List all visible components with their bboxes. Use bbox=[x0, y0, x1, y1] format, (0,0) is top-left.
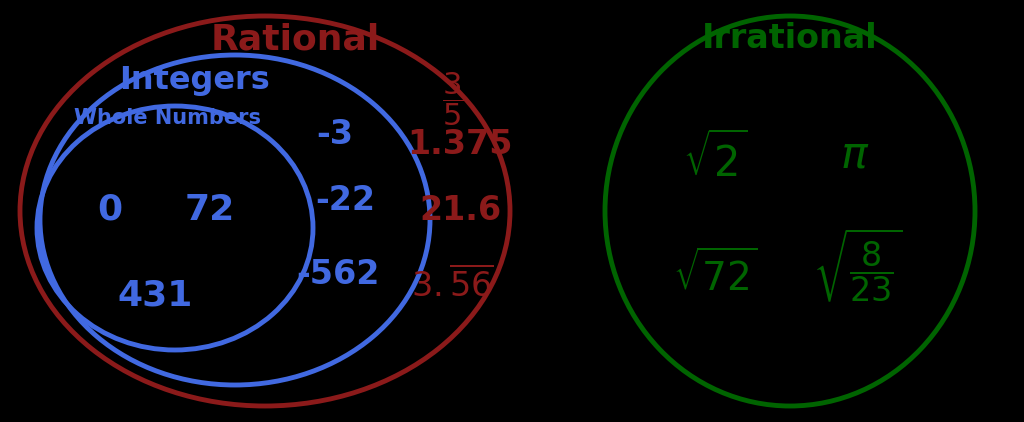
Text: Irrational: Irrational bbox=[702, 22, 878, 55]
Text: Rational: Rational bbox=[210, 22, 380, 56]
Text: $\pi$: $\pi$ bbox=[841, 133, 869, 176]
Text: 1.375: 1.375 bbox=[408, 129, 513, 162]
Text: 0: 0 bbox=[97, 193, 123, 227]
Text: 72: 72 bbox=[185, 193, 236, 227]
Text: $3.\overline{56}$: $3.\overline{56}$ bbox=[411, 266, 494, 303]
Text: $\sqrt{72}$: $\sqrt{72}$ bbox=[673, 251, 758, 299]
Text: 21.6: 21.6 bbox=[419, 194, 501, 227]
Text: Integers: Integers bbox=[120, 65, 270, 96]
Text: -22: -22 bbox=[315, 184, 375, 216]
Text: Whole Numbers: Whole Numbers bbox=[75, 108, 261, 128]
Text: -562: -562 bbox=[296, 259, 380, 292]
Text: 431: 431 bbox=[118, 278, 193, 312]
Text: $\dfrac{3}{5}$: $\dfrac{3}{5}$ bbox=[442, 70, 464, 127]
Text: -3: -3 bbox=[316, 119, 353, 151]
Text: $\sqrt{\dfrac{8}{23}}$: $\sqrt{\dfrac{8}{23}}$ bbox=[813, 226, 902, 304]
Text: $\sqrt{2}$: $\sqrt{2}$ bbox=[683, 134, 746, 187]
